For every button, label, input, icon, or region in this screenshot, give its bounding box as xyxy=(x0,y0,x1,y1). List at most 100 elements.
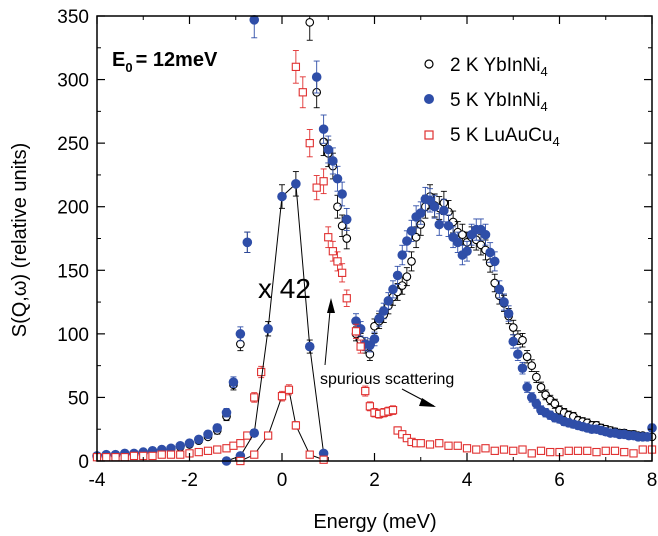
x-tick-label: 2 xyxy=(369,470,380,491)
plot-marks xyxy=(92,15,657,466)
data-point xyxy=(388,284,398,295)
plot-frame xyxy=(96,15,653,462)
data-point xyxy=(499,297,509,307)
data-point xyxy=(318,124,329,134)
data-point xyxy=(111,453,120,462)
data-point xyxy=(236,339,245,349)
data-point xyxy=(305,138,314,148)
data-point xyxy=(193,434,204,445)
data-point xyxy=(522,382,532,393)
y-tick-label: 50 xyxy=(68,388,89,409)
data-point xyxy=(324,233,333,242)
data-point xyxy=(337,189,347,199)
data-point xyxy=(583,446,592,455)
data-point xyxy=(452,237,463,248)
data-point xyxy=(212,423,223,433)
data-point xyxy=(443,220,454,231)
data-point xyxy=(365,402,375,411)
data-point xyxy=(642,432,653,442)
data-point xyxy=(129,451,139,461)
data-point xyxy=(508,336,519,347)
data-point xyxy=(333,257,342,266)
data-point xyxy=(499,445,509,454)
data-point xyxy=(415,208,426,218)
data-point xyxy=(120,453,129,462)
data-point xyxy=(407,257,416,266)
data-point xyxy=(203,446,213,455)
data-point xyxy=(319,177,328,186)
data-point xyxy=(490,446,499,455)
data-point xyxy=(361,386,370,396)
data-point xyxy=(522,352,532,362)
data-point xyxy=(184,438,195,449)
data-point xyxy=(328,156,338,166)
data-point xyxy=(458,230,467,240)
spurious-scattering-label: spurious scattering xyxy=(320,371,454,388)
data-point xyxy=(236,439,245,448)
data-point xyxy=(518,445,527,454)
data-point xyxy=(481,444,490,453)
data-point xyxy=(333,202,342,212)
data-point xyxy=(638,445,647,454)
data-point xyxy=(434,219,445,230)
data-point xyxy=(610,446,620,455)
data-point xyxy=(250,393,259,402)
data-point xyxy=(397,250,408,260)
series-2 xyxy=(92,50,657,462)
x-tick-label: 6 xyxy=(554,470,565,491)
data-point xyxy=(536,446,546,455)
data-point xyxy=(337,221,347,231)
data-point xyxy=(546,447,555,457)
data-point xyxy=(351,327,361,336)
data-point xyxy=(573,446,583,455)
data-point xyxy=(277,392,287,401)
data-point xyxy=(532,372,541,382)
x-axis-title: Energy (meV) xyxy=(313,511,436,533)
data-point xyxy=(157,450,166,459)
y-tick-label: 350 xyxy=(57,7,89,28)
data-point xyxy=(592,447,601,457)
data-point xyxy=(304,341,315,352)
data-point xyxy=(508,323,518,332)
x-tick-label: 4 xyxy=(462,470,473,491)
data-point xyxy=(356,342,365,351)
data-point xyxy=(513,349,523,360)
data-point xyxy=(229,441,238,450)
data-point xyxy=(319,455,328,464)
data-point xyxy=(518,335,527,345)
series-1 xyxy=(92,15,657,461)
data-point xyxy=(249,15,260,25)
data-point xyxy=(472,445,481,454)
data-point xyxy=(249,428,260,438)
data-point xyxy=(416,439,425,448)
data-point xyxy=(175,440,186,451)
axis-ticks: -4 -2 0 2 4 6 8 0 50 100 150 200 250 300 350 xyxy=(57,7,657,491)
data-point xyxy=(328,247,338,256)
legend-item-5k-luaucu4: 5 K LuAuCu4 xyxy=(424,125,560,149)
y-tick-label: 100 xyxy=(57,325,89,346)
data-point xyxy=(629,449,638,458)
data-point xyxy=(284,385,294,394)
data-point xyxy=(383,296,394,306)
incident-energy-value: = 12meV xyxy=(136,49,218,71)
y-axis-title: S(Q,ω) (relative units) xyxy=(9,143,31,338)
data-point xyxy=(462,246,472,257)
data-point xyxy=(435,439,444,448)
data-point xyxy=(342,234,352,243)
spurious-arrow-left xyxy=(324,298,335,366)
data-point xyxy=(305,450,314,459)
data-point xyxy=(277,191,287,202)
data-point xyxy=(485,247,495,258)
data-point xyxy=(453,441,462,450)
y-tick-label: 250 xyxy=(57,134,89,155)
data-point xyxy=(517,363,528,373)
data-point xyxy=(221,407,232,418)
data-point xyxy=(406,226,417,236)
data-point xyxy=(312,183,321,192)
data-point xyxy=(392,270,403,281)
y-tick-label: 0 xyxy=(78,452,89,473)
data-point xyxy=(425,440,435,449)
data-point xyxy=(388,405,398,415)
data-point xyxy=(263,323,273,334)
